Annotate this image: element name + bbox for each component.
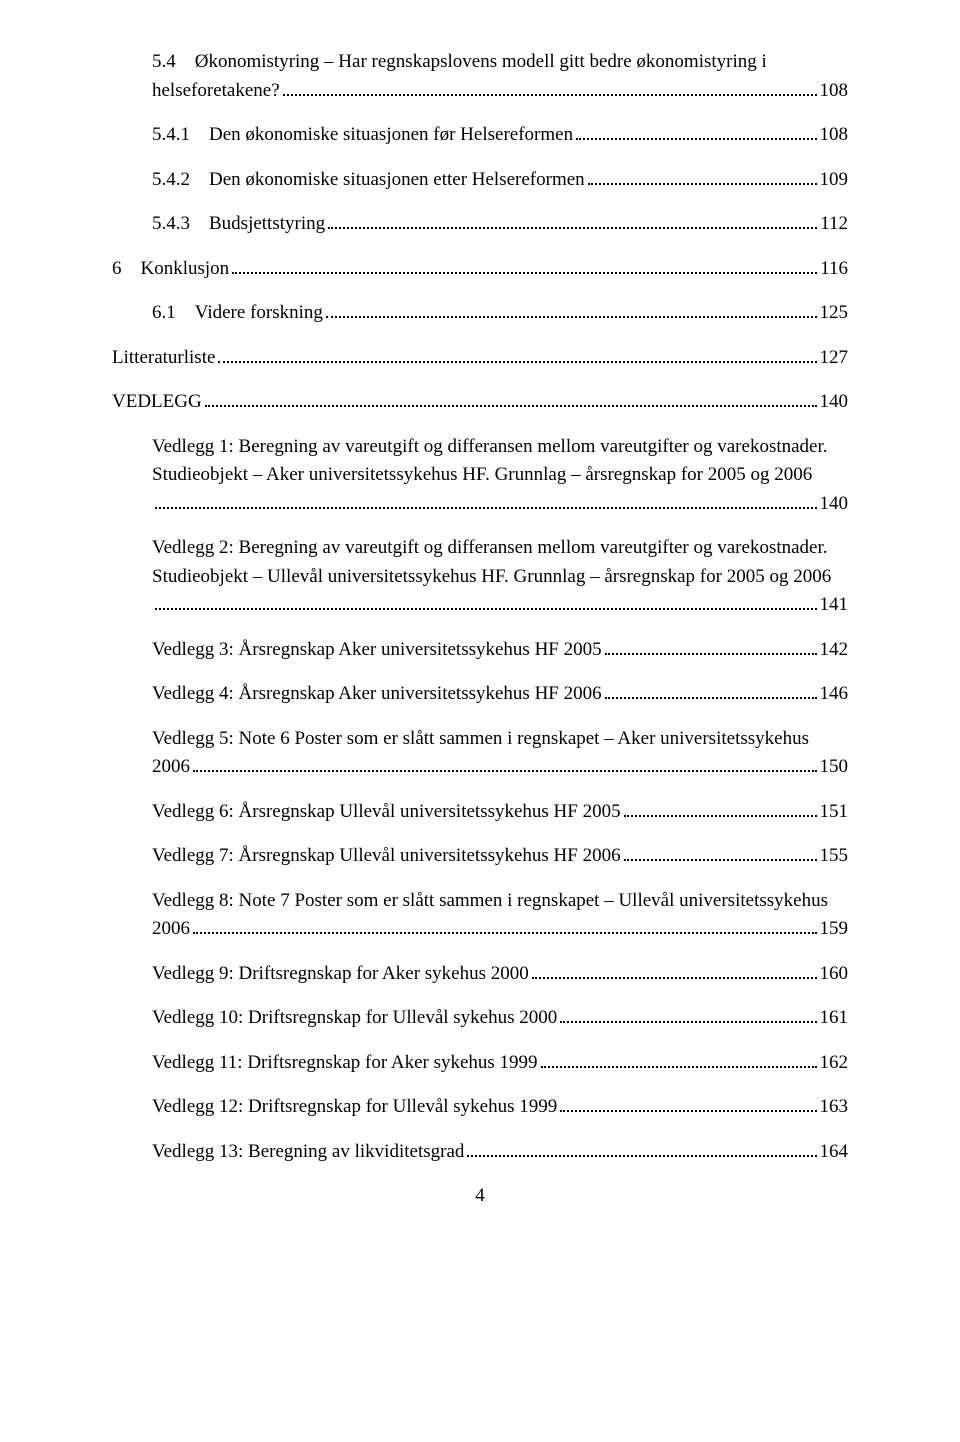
toc-leader-dots bbox=[328, 227, 817, 229]
toc-entry: Vedlegg 12: Driftsregnskap for Ullevål s… bbox=[112, 1093, 848, 1122]
toc-page-number: 151 bbox=[820, 798, 849, 827]
toc-page-number: 108 bbox=[820, 77, 849, 106]
toc-entry-text: Vedlegg 8: Note 7 Poster som er slått sa… bbox=[152, 887, 848, 916]
toc-leader-dots bbox=[624, 859, 817, 861]
toc-page-number: 161 bbox=[820, 1004, 849, 1033]
toc-entry-text: 5.4.1 Den økonomiske situasjonen før Hel… bbox=[152, 121, 573, 150]
toc-entry-text-cont: 2006 bbox=[152, 753, 190, 782]
toc-entry: Vedlegg 3: Årsregnskap Aker universitets… bbox=[112, 636, 848, 665]
toc-entry-text: 5.4.3 Budsjettstyring bbox=[152, 210, 325, 239]
toc-entry-text: Vedlegg 1: Beregning av vareutgift og di… bbox=[152, 433, 848, 490]
toc-entry-text: Vedlegg 9: Driftsregnskap for Aker sykeh… bbox=[152, 960, 529, 989]
toc-page-number: 159 bbox=[820, 915, 849, 944]
toc-entry-text: Vedlegg 4: Årsregnskap Aker universitets… bbox=[152, 680, 602, 709]
toc-leader-dots bbox=[624, 815, 817, 817]
toc-page-number: 109 bbox=[820, 166, 849, 195]
toc-entry: 6 Konklusjon 116 bbox=[112, 255, 848, 284]
toc-leader-dots bbox=[560, 1021, 816, 1023]
toc-leader-dots bbox=[560, 1110, 816, 1112]
toc-leader-dots bbox=[193, 770, 817, 772]
toc-entry-text-cont: 2006 bbox=[152, 915, 190, 944]
toc-page-number: 164 bbox=[820, 1138, 849, 1167]
toc-leader-dots bbox=[218, 361, 816, 363]
toc-entry: Vedlegg 11: Driftsregnskap for Aker syke… bbox=[112, 1049, 848, 1078]
toc-entry-text: Vedlegg 10: Driftsregnskap for Ullevål s… bbox=[152, 1004, 557, 1033]
table-of-contents: 5.4 Økonomistyring – Har regnskapslovens… bbox=[112, 48, 848, 1166]
toc-entry: 5.4.2 Den økonomiske situasjonen etter H… bbox=[112, 166, 848, 195]
toc-page-number: 150 bbox=[820, 753, 849, 782]
toc-entry: Vedlegg 9: Driftsregnskap for Aker sykeh… bbox=[112, 960, 848, 989]
toc-page-number: 146 bbox=[820, 680, 849, 709]
toc-leader-dots bbox=[155, 507, 817, 509]
toc-leader-dots bbox=[588, 183, 817, 185]
toc-entry-text: 6 Konklusjon bbox=[112, 255, 229, 284]
toc-leader-dots bbox=[205, 405, 817, 407]
toc-page-number: 140 bbox=[820, 490, 849, 519]
toc-entry: 5.4.3 Budsjettstyring 112 bbox=[112, 210, 848, 239]
toc-entry-text: Vedlegg 11: Driftsregnskap for Aker syke… bbox=[152, 1049, 538, 1078]
toc-page-number: 160 bbox=[820, 960, 849, 989]
toc-entry-text-cont: helseforetakene? bbox=[152, 77, 280, 106]
toc-entry: Vedlegg 1: Beregning av vareutgift og di… bbox=[112, 433, 848, 519]
toc-page-number: 108 bbox=[820, 121, 849, 150]
toc-entry: Litteraturliste 127 bbox=[112, 344, 848, 373]
toc-entry: VEDLEGG 140 bbox=[112, 388, 848, 417]
toc-entry: Vedlegg 2: Beregning av vareutgift og di… bbox=[112, 534, 848, 620]
toc-leader-dots bbox=[532, 977, 817, 979]
toc-page-number: 116 bbox=[820, 255, 848, 284]
toc-entry: 5.4.1 Den økonomiske situasjonen før Hel… bbox=[112, 121, 848, 150]
toc-page-number: 112 bbox=[820, 210, 848, 239]
toc-entry-text: Vedlegg 5: Note 6 Poster som er slått sa… bbox=[152, 725, 848, 754]
toc-entry-line2: 140 bbox=[152, 490, 848, 519]
toc-entry-text: Vedlegg 12: Driftsregnskap for Ullevål s… bbox=[152, 1093, 557, 1122]
toc-entry: Vedlegg 8: Note 7 Poster som er slått sa… bbox=[112, 887, 848, 944]
toc-entry-text: Vedlegg 3: Årsregnskap Aker universitets… bbox=[152, 636, 602, 665]
toc-entry-text: 5.4.2 Den økonomiske situasjonen etter H… bbox=[152, 166, 585, 195]
toc-entry-line2: 2006 159 bbox=[152, 915, 848, 944]
toc-entry: Vedlegg 4: Årsregnskap Aker universitets… bbox=[112, 680, 848, 709]
toc-leader-dots bbox=[467, 1155, 816, 1157]
toc-entry: Vedlegg 10: Driftsregnskap for Ullevål s… bbox=[112, 1004, 848, 1033]
toc-leader-dots bbox=[605, 653, 817, 655]
toc-entry: 5.4 Økonomistyring – Har regnskapslovens… bbox=[112, 48, 848, 105]
toc-entry-text: Vedlegg 13: Beregning av likviditetsgrad bbox=[152, 1138, 464, 1167]
page-number-footer: 4 bbox=[112, 1182, 848, 1211]
toc-entry-text: VEDLEGG bbox=[112, 388, 202, 417]
toc-entry: Vedlegg 6: Årsregnskap Ullevål universit… bbox=[112, 798, 848, 827]
toc-page-number: 142 bbox=[820, 636, 849, 665]
toc-leader-dots bbox=[326, 316, 817, 318]
toc-leader-dots bbox=[232, 272, 817, 274]
toc-page-number: 127 bbox=[820, 344, 849, 373]
toc-leader-dots bbox=[155, 608, 817, 610]
toc-entry-text: Vedlegg 6: Årsregnskap Ullevål universit… bbox=[152, 798, 621, 827]
toc-page-number: 140 bbox=[820, 388, 849, 417]
toc-page-number: 162 bbox=[820, 1049, 849, 1078]
toc-leader-dots bbox=[193, 932, 817, 934]
toc-entry: Vedlegg 13: Beregning av likviditetsgrad… bbox=[112, 1138, 848, 1167]
toc-entry: Vedlegg 7: Årsregnskap Ullevål universit… bbox=[112, 842, 848, 871]
toc-entry-text: 6.1 Videre forskning bbox=[152, 299, 323, 328]
toc-entry-text: Litteraturliste bbox=[112, 344, 215, 373]
toc-leader-dots bbox=[605, 697, 817, 699]
toc-entry-line2: 141 bbox=[152, 591, 848, 620]
toc-entry-line2: helseforetakene? 108 bbox=[152, 77, 848, 106]
toc-page-number: 155 bbox=[820, 842, 849, 871]
toc-leader-dots bbox=[576, 138, 816, 140]
toc-leader-dots bbox=[283, 94, 817, 96]
toc-page-number: 141 bbox=[820, 591, 849, 620]
toc-page-number: 163 bbox=[820, 1093, 849, 1122]
toc-entry: Vedlegg 5: Note 6 Poster som er slått sa… bbox=[112, 725, 848, 782]
toc-entry: 6.1 Videre forskning 125 bbox=[112, 299, 848, 328]
toc-page-number: 125 bbox=[820, 299, 849, 328]
toc-leader-dots bbox=[541, 1066, 817, 1068]
toc-entry-line2: 2006 150 bbox=[152, 753, 848, 782]
toc-entry-text: Vedlegg 2: Beregning av vareutgift og di… bbox=[152, 534, 848, 591]
toc-entry-text: 5.4 Økonomistyring – Har regnskapslovens… bbox=[152, 48, 848, 77]
toc-entry-text: Vedlegg 7: Årsregnskap Ullevål universit… bbox=[152, 842, 621, 871]
